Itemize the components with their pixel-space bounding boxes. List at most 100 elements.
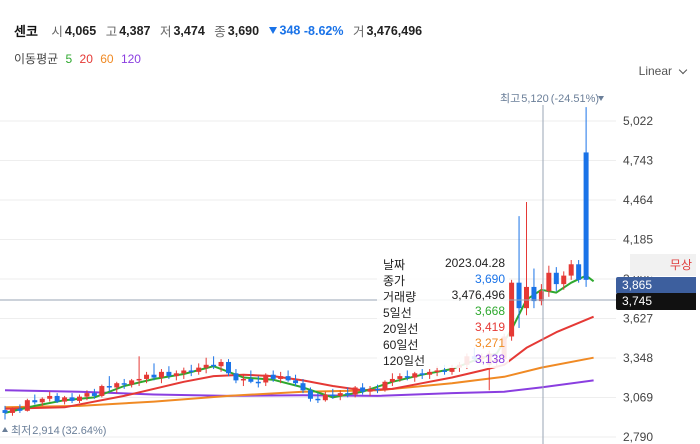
candle[interactable] — [278, 371, 284, 384]
candle[interactable] — [516, 216, 522, 328]
tooltip-value: 2023.04.28 — [444, 256, 505, 270]
candle[interactable] — [322, 391, 328, 402]
candle[interactable] — [136, 356, 142, 387]
candle[interactable] — [375, 384, 380, 394]
candle[interactable] — [114, 381, 120, 394]
open-label: 시 — [51, 25, 63, 39]
candle[interactable] — [531, 268, 537, 309]
candle[interactable] — [330, 388, 336, 399]
candle-body — [449, 367, 455, 372]
candle[interactable] — [352, 386, 358, 398]
candle[interactable] — [300, 378, 306, 394]
min-label: 최저2,914 (32.64%) — [11, 424, 106, 437]
candle[interactable] — [397, 373, 403, 382]
candle[interactable] — [62, 395, 68, 405]
candle[interactable] — [24, 398, 30, 412]
candle[interactable] — [144, 371, 150, 384]
scale-dropdown[interactable]: Linear — [639, 64, 688, 78]
candle[interactable] — [576, 260, 582, 283]
candle[interactable] — [17, 404, 23, 413]
candle[interactable] — [226, 359, 231, 377]
candle-body — [360, 387, 366, 392]
candle[interactable] — [427, 369, 433, 379]
candle[interactable] — [389, 373, 395, 387]
candle[interactable] — [173, 370, 179, 381]
candle[interactable] — [419, 369, 425, 379]
candle[interactable] — [166, 366, 172, 379]
candle[interactable] — [196, 363, 202, 375]
candle[interactable] — [84, 390, 90, 401]
candle[interactable] — [77, 394, 82, 404]
candle[interactable] — [129, 378, 135, 388]
ma-legend-120[interactable]: 120 — [120, 52, 141, 66]
candle[interactable] — [158, 369, 164, 384]
candle[interactable] — [263, 373, 269, 387]
candle[interactable] — [47, 391, 53, 402]
candle[interactable] — [345, 387, 351, 398]
candle[interactable] — [211, 356, 217, 370]
candle[interactable] — [337, 390, 343, 401]
candle[interactable] — [583, 107, 589, 287]
candle[interactable] — [553, 267, 559, 292]
candle[interactable] — [99, 384, 105, 398]
candle[interactable] — [360, 383, 366, 395]
candle-body — [307, 390, 313, 399]
y-tick-label: 4,743 — [623, 154, 653, 168]
candle[interactable] — [121, 378, 127, 389]
candle-body — [226, 361, 231, 374]
candle[interactable] — [315, 393, 321, 404]
candle[interactable] — [181, 367, 187, 379]
candle[interactable] — [285, 370, 291, 382]
candle-body — [270, 374, 276, 379]
candle[interactable] — [561, 271, 567, 290]
candle-body — [166, 371, 172, 377]
candle-body — [516, 282, 522, 309]
stock-name: 센코 — [14, 24, 38, 39]
ma-legend-title: 이동평균 — [14, 52, 59, 66]
candle[interactable] — [307, 387, 313, 402]
candle[interactable] — [568, 260, 574, 280]
candle[interactable] — [32, 394, 38, 405]
candle[interactable] — [255, 376, 261, 388]
candle[interactable] — [106, 376, 112, 392]
candle[interactable] — [69, 393, 75, 404]
ma-legend-5[interactable]: 5 — [65, 52, 73, 66]
candle[interactable] — [39, 397, 45, 406]
candle[interactable] — [546, 265, 552, 297]
ma-legend-60[interactable]: 60 — [100, 52, 114, 66]
candle[interactable] — [404, 370, 410, 381]
y-tick-label: 3,627 — [623, 312, 653, 326]
candle[interactable] — [203, 357, 209, 374]
candle[interactable] — [524, 201, 529, 316]
candle[interactable] — [538, 284, 544, 306]
candle[interactable] — [54, 393, 60, 404]
open-price: 4,065 — [64, 23, 97, 38]
candle-body — [39, 398, 45, 403]
candle[interactable] — [233, 369, 239, 384]
ma-legend-20[interactable]: 20 — [79, 52, 93, 66]
candle[interactable] — [509, 279, 515, 341]
stock-header: 센코 시 4,065 고 4,387 저 3,474 종 3,690 348 -8.62… — [14, 21, 428, 41]
candle-body — [576, 264, 582, 280]
candle-body — [211, 364, 217, 367]
candle[interactable] — [188, 364, 194, 377]
grid-lines — [0, 120, 616, 438]
y-tick-label: 3,348 — [623, 351, 653, 365]
candle[interactable] — [367, 386, 373, 396]
event-badge: 무상 — [630, 254, 696, 276]
candle[interactable] — [240, 374, 246, 387]
candle[interactable] — [293, 374, 299, 387]
candle[interactable] — [2, 405, 8, 420]
candle-body — [345, 393, 351, 395]
candle[interactable] — [412, 371, 418, 382]
candle[interactable] — [248, 370, 254, 384]
candle-body — [300, 383, 306, 391]
candle[interactable] — [218, 359, 224, 372]
tooltip-label: 거래량 — [383, 290, 417, 304]
candle[interactable] — [9, 407, 15, 416]
candle[interactable] — [270, 370, 276, 382]
candle[interactable] — [91, 388, 97, 399]
candle[interactable] — [151, 363, 157, 381]
candle[interactable] — [382, 380, 388, 392]
